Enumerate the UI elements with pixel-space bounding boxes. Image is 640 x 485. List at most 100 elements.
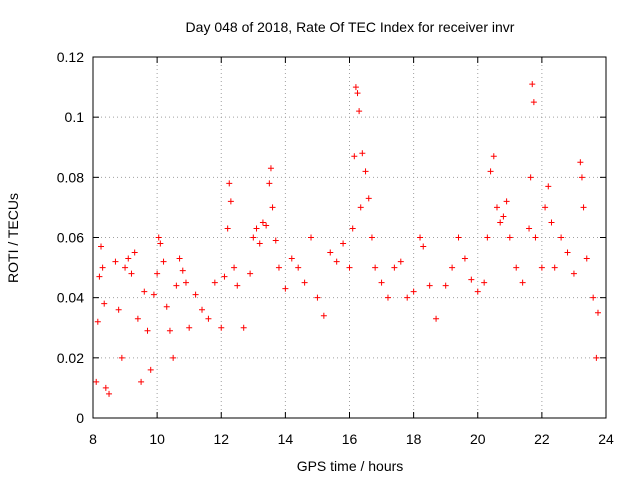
data-point bbox=[118, 354, 125, 361]
data-point bbox=[578, 174, 585, 181]
data-point bbox=[420, 243, 427, 250]
data-point bbox=[493, 204, 500, 211]
data-point bbox=[542, 204, 549, 211]
data-point bbox=[227, 198, 234, 205]
data-point bbox=[530, 99, 537, 106]
data-point bbox=[384, 294, 391, 301]
data-point bbox=[163, 303, 170, 310]
data-point bbox=[131, 249, 138, 256]
data-point bbox=[593, 354, 600, 361]
data-point bbox=[182, 279, 189, 286]
data-point bbox=[551, 264, 558, 271]
data-point bbox=[580, 204, 587, 211]
data-point bbox=[442, 282, 449, 289]
data-point bbox=[594, 309, 601, 316]
data-point bbox=[102, 384, 109, 391]
data-point bbox=[558, 234, 565, 241]
data-point bbox=[267, 165, 274, 172]
data-point bbox=[106, 390, 113, 397]
data-point bbox=[490, 153, 497, 160]
data-point bbox=[186, 324, 193, 331]
data-point bbox=[272, 237, 279, 244]
data-point bbox=[224, 225, 231, 232]
y-tick-label: 0.12 bbox=[57, 49, 84, 65]
data-point bbox=[160, 258, 167, 265]
data-point bbox=[301, 279, 308, 286]
data-point bbox=[359, 150, 366, 157]
data-point bbox=[513, 264, 520, 271]
data-point bbox=[527, 174, 534, 181]
data-point bbox=[176, 255, 183, 262]
data-point bbox=[564, 249, 571, 256]
data-point bbox=[449, 264, 456, 271]
data-point bbox=[128, 270, 135, 277]
data-point bbox=[532, 234, 539, 241]
data-point bbox=[417, 234, 424, 241]
data-point bbox=[583, 255, 590, 262]
data-point bbox=[134, 315, 141, 322]
data-point bbox=[259, 219, 266, 226]
y-tick-label: 0.08 bbox=[57, 169, 84, 185]
chart-title: Day 048 of 2018, Rate Of TEC Index for r… bbox=[186, 19, 515, 35]
data-point bbox=[346, 264, 353, 271]
data-point bbox=[529, 81, 536, 88]
x-axis-label: GPS time / hours bbox=[297, 458, 404, 474]
data-point bbox=[93, 378, 100, 385]
data-point bbox=[226, 180, 233, 187]
data-point bbox=[308, 234, 315, 241]
data-point bbox=[548, 219, 555, 226]
y-tick-label: 0.04 bbox=[57, 290, 84, 306]
data-point bbox=[484, 234, 491, 241]
data-point bbox=[253, 225, 260, 232]
data-markers bbox=[93, 81, 601, 397]
data-point bbox=[404, 294, 411, 301]
data-point bbox=[362, 168, 369, 175]
data-point bbox=[455, 234, 462, 241]
data-point bbox=[352, 84, 359, 91]
data-point bbox=[372, 264, 379, 271]
data-point bbox=[138, 378, 145, 385]
x-tick-label: 24 bbox=[598, 431, 614, 447]
data-point bbox=[497, 219, 504, 226]
data-point bbox=[166, 327, 173, 334]
data-point bbox=[101, 300, 108, 307]
y-tick-label: 0.02 bbox=[57, 350, 84, 366]
data-point bbox=[211, 279, 218, 286]
data-point bbox=[247, 270, 254, 277]
y-axis-label: ROTI / TECUs bbox=[5, 193, 21, 283]
data-point bbox=[461, 255, 468, 262]
data-point bbox=[500, 213, 507, 220]
data-point bbox=[157, 240, 164, 247]
tick-labels: 8 10 12 14 16 18 20 22 24 0 0.02 0.04 0.06 0.08 0.1 0.1… bbox=[57, 49, 614, 447]
data-point bbox=[256, 240, 263, 247]
data-point bbox=[295, 264, 302, 271]
data-point bbox=[357, 204, 364, 211]
data-point bbox=[590, 294, 597, 301]
data-point bbox=[474, 288, 481, 295]
x-tick-label: 12 bbox=[213, 431, 229, 447]
data-point bbox=[349, 225, 356, 232]
data-point bbox=[263, 222, 270, 229]
data-point bbox=[314, 294, 321, 301]
gridlines bbox=[93, 57, 606, 418]
data-point bbox=[231, 264, 238, 271]
x-tick-label: 16 bbox=[342, 431, 358, 447]
data-point bbox=[503, 198, 510, 205]
data-point bbox=[320, 312, 327, 319]
data-point bbox=[218, 324, 225, 331]
data-point bbox=[173, 282, 180, 289]
x-tick-label: 10 bbox=[149, 431, 165, 447]
data-point bbox=[538, 264, 545, 271]
x-tick-label: 8 bbox=[89, 431, 97, 447]
data-point bbox=[426, 282, 433, 289]
axis-ticks bbox=[92, 56, 607, 419]
data-point bbox=[250, 234, 257, 241]
data-point bbox=[410, 288, 417, 295]
data-point bbox=[179, 267, 186, 274]
data-point bbox=[340, 240, 347, 247]
data-point bbox=[526, 225, 533, 232]
data-point bbox=[205, 315, 212, 322]
y-tick-label: 0 bbox=[76, 410, 84, 426]
data-point bbox=[356, 108, 363, 115]
